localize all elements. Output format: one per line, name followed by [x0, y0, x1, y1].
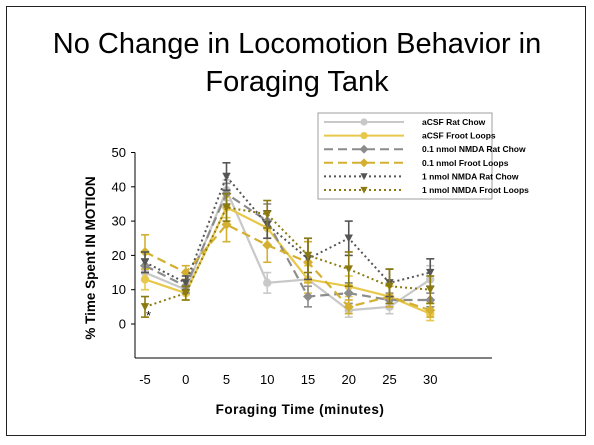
data-point: [180, 267, 191, 278]
data-point: [262, 240, 273, 251]
y-tick-label: 0: [119, 317, 126, 332]
slide-frame: No Change in Locomotion Behavior in Fora…: [6, 6, 586, 436]
series-line: [144, 174, 431, 285]
x-tick-label: 20: [342, 372, 356, 387]
legend-label: 1 nmol NMDA Froot Loops: [422, 185, 529, 195]
x-tick-label: 30: [423, 372, 437, 387]
data-point: [263, 278, 272, 288]
y-axis-title: % Time Spent IN MOTION: [83, 176, 98, 339]
series-6: [140, 192, 435, 318]
data-point: [181, 289, 190, 298]
legend-label: 0.1 nmol NMDA Rat Chow: [422, 144, 526, 154]
x-tick-label: 10: [260, 372, 274, 387]
title-line-1: No Change in Locomotion Behavior in: [52, 28, 542, 60]
y-tick-label: 20: [112, 248, 126, 263]
y-tick-label: 50: [112, 145, 126, 160]
data-point: [343, 288, 354, 299]
data-point: [344, 234, 353, 243]
data-point: [360, 118, 368, 126]
x-tick-label: 0: [182, 372, 189, 387]
data-point: [140, 258, 150, 267]
x-axis-title: Foraging Time (minutes): [216, 402, 385, 417]
legend-label: aCSF Rat Chow: [422, 117, 486, 127]
data-point: [303, 251, 313, 260]
chart-legend: aCSF Rat Chow aCSF Froot Loops 0.1 nmol NM…: [317, 112, 529, 200]
data-point: [140, 303, 150, 312]
legend-label: 0.1 nmol Froot Loops: [422, 158, 509, 168]
x-tick-label: 15: [301, 372, 315, 387]
series-line: [144, 192, 431, 302]
data-point: [360, 173, 368, 180]
data-point: [140, 275, 150, 284]
data-point: [263, 210, 272, 219]
title-line-2: Foraging Tank: [205, 66, 389, 98]
data-point: [425, 305, 436, 316]
data-point: [222, 172, 231, 181]
x-tick-label: 25: [382, 372, 396, 387]
chart-axes: 0 10 20 30 40 50 -5 0 5 10 15 20 25 30: [112, 145, 492, 387]
data-point: [221, 219, 232, 230]
significance-annotation: *: [146, 308, 151, 323]
data-point: [343, 301, 354, 312]
x-tick-label: -5: [139, 372, 151, 387]
slide-title: No Change in Locomotion Behavior in Fora…: [7, 25, 587, 101]
legend-box: [317, 112, 493, 200]
data-point: [359, 144, 369, 154]
y-tick-label: 40: [112, 179, 126, 194]
data-point: [344, 265, 353, 274]
data-point: [426, 268, 435, 277]
data-point: [385, 282, 394, 291]
y-tick-label: 10: [112, 282, 126, 297]
chart-series: [140, 161, 436, 322]
data-point: [222, 203, 231, 212]
legend-label: aCSF Froot Loops: [422, 131, 496, 141]
data-point: [360, 132, 368, 140]
data-point: [360, 186, 368, 194]
data-point: [359, 158, 369, 168]
data-point: [303, 291, 313, 302]
legend-label: 1 nmol NMDA Rat Chow: [422, 171, 519, 181]
data-point: [181, 279, 190, 288]
data-point: [426, 286, 435, 294]
x-tick-label: 5: [223, 372, 230, 387]
series-3: [140, 182, 436, 308]
y-tick-label: 30: [112, 214, 126, 229]
